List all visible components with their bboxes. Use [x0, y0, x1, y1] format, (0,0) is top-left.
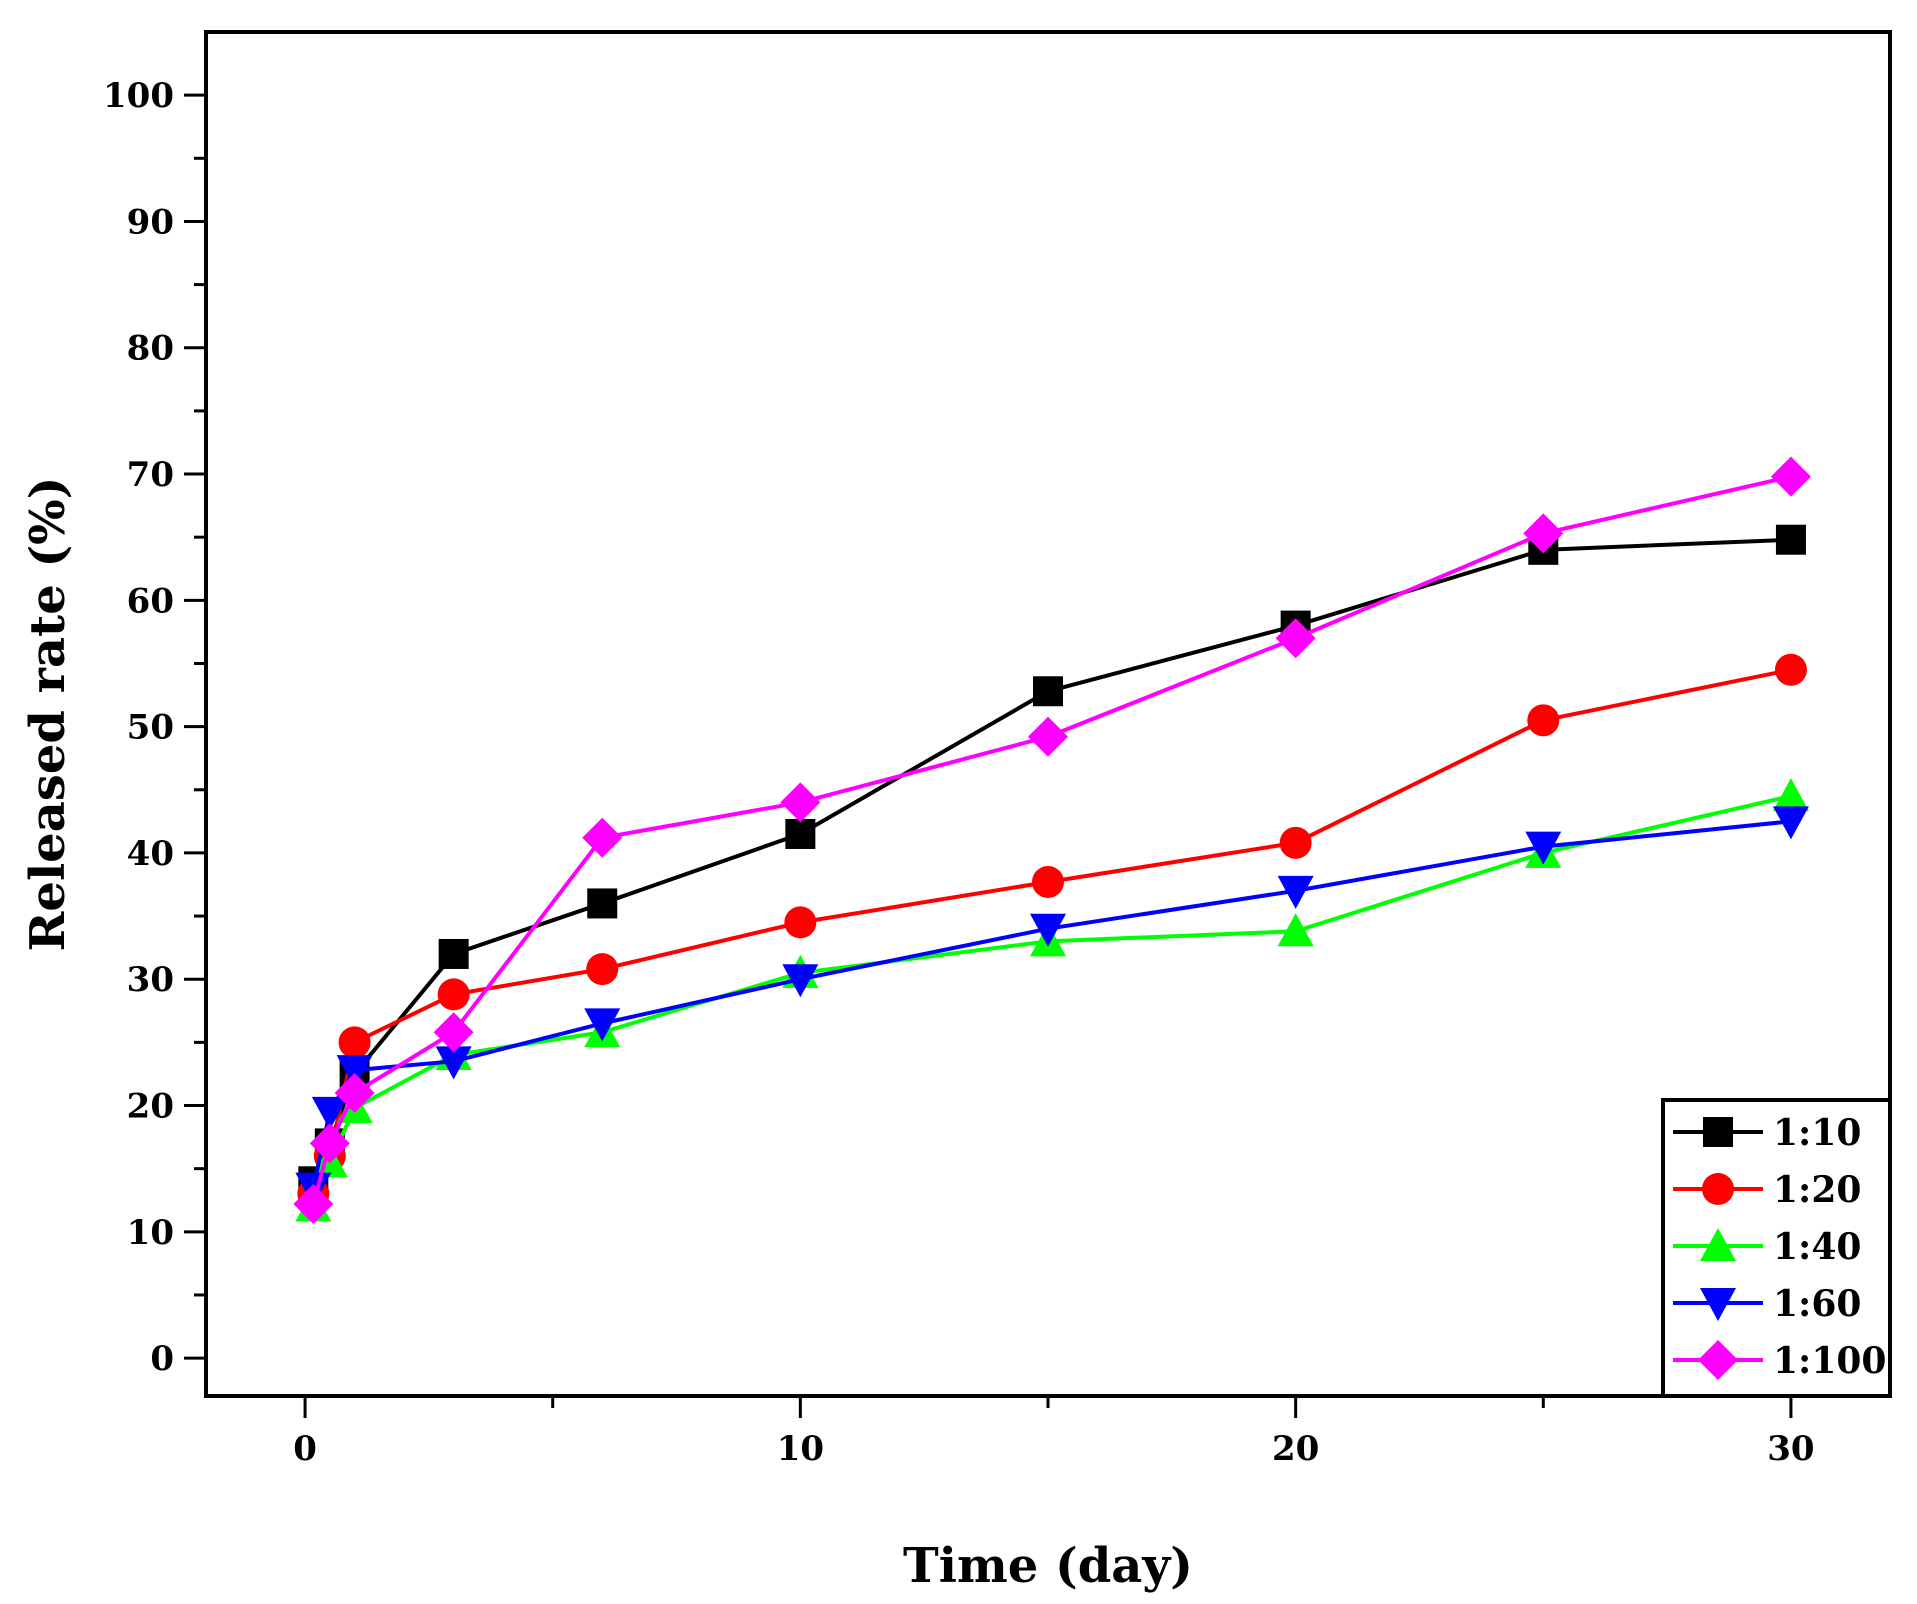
legend-label: 1:100 [1773, 1340, 1886, 1382]
y-tick-label: 10 [127, 1213, 174, 1253]
data-point [438, 938, 469, 969]
series-line [311, 474, 1792, 1205]
data-point [1032, 865, 1064, 898]
plot-frame [204, 30, 1892, 1398]
legend-label: 1:10 [1773, 1112, 1861, 1154]
data-point [437, 978, 470, 1011]
x-axis-title: Time (day) [903, 1538, 1193, 1594]
data-point [435, 1046, 472, 1080]
data-point [334, 1072, 375, 1113]
y-tick-label: 30 [127, 960, 174, 1000]
data-point [309, 1123, 350, 1164]
data-point [293, 1184, 334, 1225]
y-tick-label: 60 [127, 581, 174, 621]
y-tick-label: 80 [127, 329, 174, 369]
data-point [1527, 704, 1560, 737]
data-point [1770, 456, 1811, 497]
y-tick-label: 50 [127, 708, 174, 748]
data-point [1772, 778, 1809, 812]
legend-marker [1703, 1117, 1733, 1147]
data-point [1774, 653, 1807, 686]
y-tick-label: 70 [127, 455, 174, 495]
y-tick-label: 40 [127, 834, 174, 874]
data-point [782, 964, 819, 998]
x-tick-label: 20 [1272, 1429, 1319, 1469]
data-point [1523, 513, 1564, 554]
y-tick-label: 20 [127, 1087, 174, 1127]
series-1:100 [293, 456, 1811, 1225]
legend-marker [1698, 1340, 1738, 1380]
data-point [311, 1096, 348, 1130]
data-point [1525, 831, 1562, 865]
y-axis-title: Released rate (%) [20, 477, 76, 952]
data-point [1279, 826, 1312, 859]
data-point [784, 906, 817, 939]
data-point [1028, 716, 1068, 757]
data-point [336, 1055, 373, 1089]
series-group [293, 456, 1811, 1225]
series-line [311, 537, 1792, 1183]
data-point [433, 1012, 474, 1053]
data-point [338, 1026, 371, 1059]
data-point [1772, 806, 1809, 840]
data-point [1277, 913, 1314, 947]
series-line [311, 794, 1792, 1208]
data-point [1277, 875, 1314, 909]
data-point [586, 953, 619, 986]
data-point [1275, 618, 1316, 659]
data-point [582, 817, 623, 858]
x-tick-label: 30 [1767, 1429, 1814, 1469]
data-point [584, 1008, 621, 1042]
y-tick-label: 90 [127, 202, 174, 242]
legend-label: 1:20 [1773, 1169, 1861, 1211]
data-point [785, 818, 816, 849]
legend-label: 1:60 [1773, 1283, 1861, 1325]
series-1:10 [298, 524, 1806, 1197]
y-tick-label: 0 [150, 1339, 174, 1379]
data-point [1030, 913, 1066, 947]
axes: 0 10 20 30 0 10 20 30 40 50 60 70 80 90 100 [103, 76, 1815, 1469]
data-point [780, 782, 821, 823]
legend-label: 1:40 [1773, 1226, 1861, 1268]
data-point [1775, 524, 1806, 555]
legend-marker [1702, 1173, 1734, 1205]
legend-marker [1700, 1288, 1736, 1321]
x-tick-label: 0 [293, 1429, 317, 1469]
series-1:60 [295, 806, 1809, 1206]
legend-marker [1700, 1228, 1736, 1261]
data-point [587, 888, 618, 919]
legend: 1:10 1:20 1:40 1:60 1:100 [1661, 1098, 1892, 1398]
y-tick-label: 100 [103, 76, 174, 116]
x-tick-label: 10 [777, 1429, 824, 1469]
data-point [1033, 676, 1063, 707]
